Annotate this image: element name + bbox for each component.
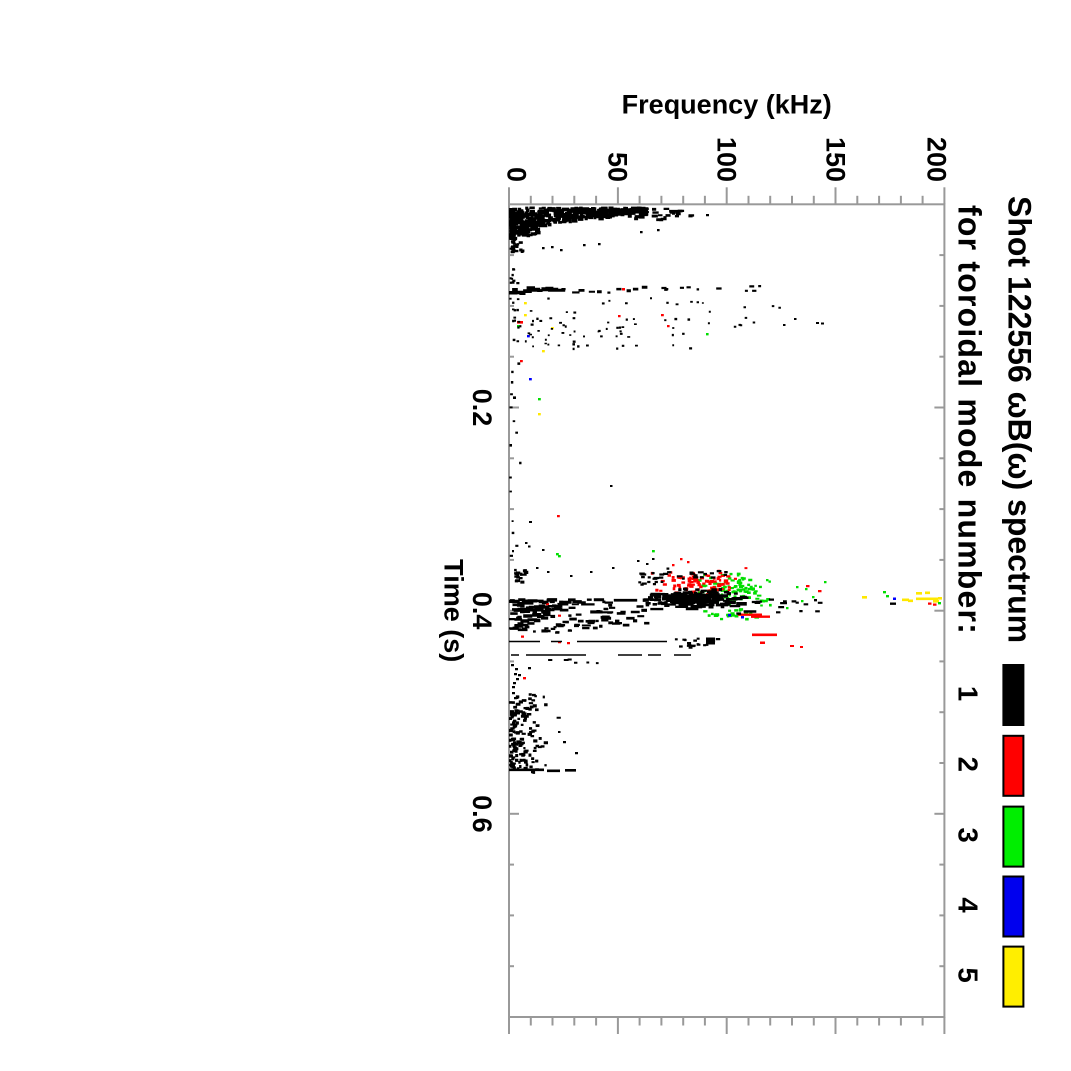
svg-text:100: 100 bbox=[711, 137, 741, 182]
svg-text:150: 150 bbox=[820, 137, 850, 182]
svg-text:Shot 122556 ωB(ω) spectrum: Shot 122556 ωB(ω) spectrum bbox=[1001, 196, 1037, 643]
svg-text:2: 2 bbox=[952, 757, 983, 772]
svg-text:5: 5 bbox=[952, 967, 983, 982]
svg-text:0: 0 bbox=[502, 167, 532, 182]
svg-text:4: 4 bbox=[952, 897, 983, 913]
svg-text:1: 1 bbox=[952, 686, 983, 701]
svg-text:200: 200 bbox=[922, 137, 952, 182]
svg-text:Frequency (kHz): Frequency (kHz) bbox=[622, 90, 832, 120]
svg-text:50: 50 bbox=[603, 152, 633, 182]
svg-text:0.2: 0.2 bbox=[467, 389, 497, 427]
svg-text:3: 3 bbox=[952, 827, 983, 842]
svg-text:Time (s): Time (s) bbox=[439, 559, 469, 662]
svg-text:0.4: 0.4 bbox=[467, 592, 497, 630]
svg-text:0.6: 0.6 bbox=[467, 795, 497, 833]
svg-text:for toroidal mode number:: for toroidal mode number: bbox=[951, 205, 987, 635]
